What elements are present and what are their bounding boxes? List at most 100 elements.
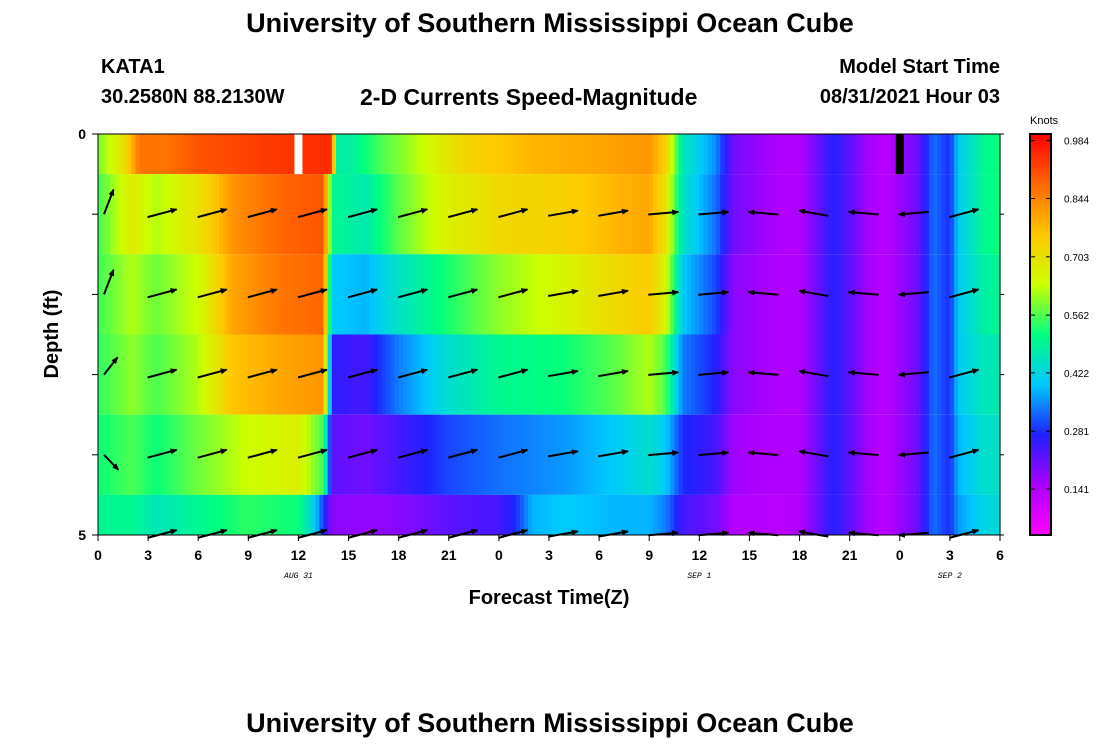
heat-cell xyxy=(682,254,688,335)
heat-cell xyxy=(979,134,984,175)
heat-cell xyxy=(941,174,947,255)
heat-cell xyxy=(799,494,805,535)
current-vector xyxy=(448,448,479,459)
heat-cell xyxy=(331,134,337,175)
heat-cell xyxy=(582,494,588,535)
heat-cell xyxy=(373,494,379,535)
footer-title: University of Southern Mississippi Ocean… xyxy=(246,708,854,738)
heat-cell xyxy=(461,334,467,415)
heat-cell xyxy=(674,174,680,255)
heat-cell xyxy=(582,414,588,495)
heat-cell xyxy=(590,134,596,175)
heat-cell xyxy=(837,174,842,255)
heat-cell xyxy=(920,174,926,255)
heat-cell xyxy=(239,174,245,255)
heat-cell xyxy=(933,134,938,175)
heat-cell xyxy=(757,334,763,415)
heat-cell xyxy=(970,334,976,415)
current-vector xyxy=(648,369,680,376)
current-vector xyxy=(197,368,228,379)
heat-cell xyxy=(912,494,918,535)
heat-cell xyxy=(352,134,358,175)
heat-cell xyxy=(753,134,759,175)
heat-cell xyxy=(373,134,379,175)
current-vector xyxy=(103,356,119,376)
heat-cell xyxy=(878,174,884,255)
heat-cell xyxy=(444,174,450,255)
heat-cell xyxy=(945,254,951,335)
heat-cell xyxy=(778,334,784,415)
heat-cell xyxy=(189,414,195,495)
heat-cell xyxy=(181,334,187,415)
heat-cell xyxy=(803,174,809,255)
heat-cell xyxy=(883,494,888,535)
heat-cell xyxy=(916,494,922,535)
heat-cell xyxy=(131,134,137,175)
heat-cell xyxy=(745,174,751,255)
heat-cell xyxy=(603,134,609,175)
heat-cell xyxy=(315,134,320,175)
heat-cell xyxy=(916,254,922,335)
heat-cell xyxy=(294,254,300,335)
heat-cell xyxy=(269,334,274,415)
heat-cell xyxy=(461,254,467,335)
heat-cell xyxy=(565,494,571,535)
heat-cell xyxy=(582,134,588,175)
heat-cell xyxy=(390,494,396,535)
heat-cell xyxy=(336,174,341,255)
heat-cell xyxy=(398,414,404,495)
current-vector xyxy=(448,368,479,379)
heat-cell xyxy=(315,494,320,535)
heat-cell xyxy=(432,254,437,335)
heat-cell xyxy=(457,134,462,175)
heat-cell xyxy=(599,174,604,255)
heat-cell xyxy=(716,494,721,535)
heat-cell xyxy=(716,414,721,495)
heat-cell xyxy=(290,174,295,255)
heat-cell xyxy=(415,254,421,335)
heat-cell xyxy=(285,494,291,535)
heat-cell xyxy=(582,334,588,415)
heat-cell xyxy=(912,414,918,495)
heat-cell xyxy=(929,494,934,535)
heat-cell xyxy=(227,174,233,255)
heat-cell xyxy=(745,334,751,415)
heat-cell xyxy=(878,134,884,175)
heat-cell xyxy=(348,414,354,495)
heat-cell xyxy=(298,334,304,415)
heat-cell xyxy=(235,254,241,335)
heat-cell xyxy=(219,134,224,175)
heat-cell xyxy=(987,134,993,175)
heat-cell xyxy=(615,254,621,335)
colorbar-tick-label: 0.422 xyxy=(1064,369,1089,380)
heat-cell xyxy=(720,134,725,175)
heat-cell xyxy=(670,494,675,535)
heat-cell xyxy=(766,494,771,535)
heat-cell xyxy=(427,254,433,335)
heat-cell xyxy=(995,334,1001,415)
heat-cell xyxy=(173,174,178,255)
y-tick-label: 0 xyxy=(78,126,86,142)
heat-cell xyxy=(319,174,325,255)
heat-cell xyxy=(724,334,730,415)
heat-cell xyxy=(227,254,233,335)
heat-cell xyxy=(945,334,951,415)
heat-cell xyxy=(164,494,170,535)
depth-band xyxy=(98,494,1001,535)
heat-cell xyxy=(244,134,249,175)
heat-cell xyxy=(231,334,237,415)
current-vector xyxy=(949,528,980,539)
heat-cell xyxy=(983,174,989,255)
heat-cell xyxy=(929,174,934,255)
heat-cell xyxy=(127,174,133,255)
heat-cell xyxy=(348,494,354,535)
heat-cell xyxy=(670,414,675,495)
heat-cell xyxy=(440,254,446,335)
heat-cell xyxy=(903,494,909,535)
heat-cell xyxy=(210,414,216,495)
heat-cell xyxy=(494,334,500,415)
heat-cell xyxy=(523,254,529,335)
heat-cell xyxy=(127,334,133,415)
heat-cell xyxy=(578,414,584,495)
heat-cell xyxy=(941,134,947,175)
